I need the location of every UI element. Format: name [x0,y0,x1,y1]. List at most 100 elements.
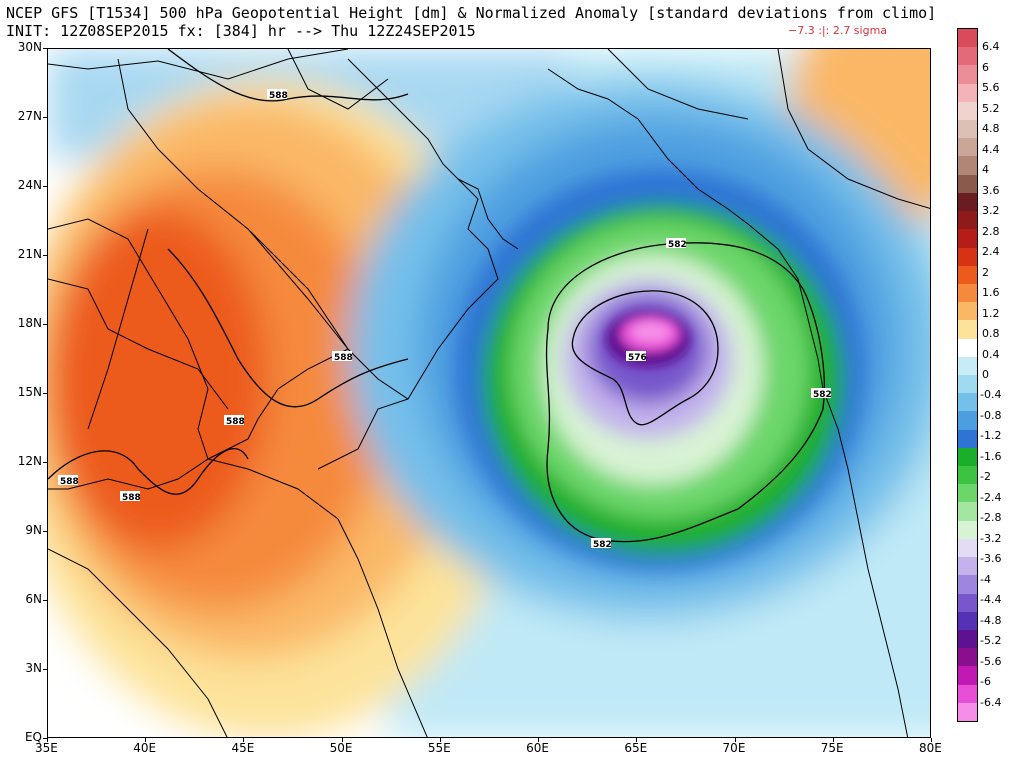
latitude-label: EQ [24,730,42,744]
colorbar-label: 2 [982,265,989,279]
contour-label: 582 [593,540,612,550]
colorbar-segment [958,302,977,321]
colorbar-segment [958,629,977,649]
latitude-label: 30N [17,40,42,54]
colorbar-segment [958,47,977,66]
colorbar-segment [958,211,977,230]
anomaly-field-center [606,311,690,367]
colorbar-label: -1.6 [980,449,1002,463]
colorbar-segment [958,283,977,303]
colorbar-segment [958,65,977,85]
colorbar-segment [958,101,977,121]
colorbar-segment [958,520,977,540]
height-contours [48,49,825,543]
latitude-tick [43,669,47,670]
latitude-tick [43,117,47,118]
longitude-label: 35E [35,741,58,755]
longitude-label: 60E [526,741,549,755]
colorbar-label: -5.6 [980,654,1002,668]
colorbar-segment [958,447,977,467]
colorbar-segment [958,429,977,449]
latitude-tick [43,393,47,394]
longitude-tick [931,738,932,742]
longitude-label: 65E [624,741,648,755]
colorbar-segment [958,411,977,431]
latitude-label: 12N [17,454,42,468]
longitude-label: 55E [427,741,451,755]
anomaly-field-core [455,169,865,569]
colorbar-label: 0.4 [982,347,1000,361]
longitude-tick [341,738,343,742]
map-panel: 588 588 588 588 588 582 582 582 576 [47,48,931,738]
colorbar-label: -4.4 [980,593,1002,607]
colorbar-segment [958,575,977,595]
colorbar-segment [958,138,977,157]
longitude-tick [47,738,48,742]
contour-label: 588 [334,353,353,363]
colorbar-segment [958,320,977,340]
colorbar-segment [958,666,977,686]
colorbar-segment [958,83,977,103]
longitude-tick [243,738,245,742]
latitude-label: 15N [17,385,42,399]
colorbar-label: -0.8 [980,408,1002,422]
colorbar-segment [958,538,977,558]
chart-title: NCEP GFS [T1534] 500 hPa Geopotential He… [6,4,937,22]
contour-label: 588 [226,417,245,427]
colorbar [957,28,978,722]
map-canvas: 588 588 588 588 588 582 582 582 576 [48,49,930,737]
colorbar-label: -0.4 [980,388,1002,402]
colorbar-label: -3.2 [980,531,1002,545]
colorbar-segment [958,229,977,249]
colorbar-label: -2 [980,470,991,484]
colorbar-label: -2.8 [980,511,1002,525]
latitude-label: 6N [25,592,42,606]
latitude-label: 24N [17,178,42,192]
latitude-tick [43,48,47,49]
longitude-tick [145,738,147,742]
colorbar-label: 4.4 [982,142,1000,156]
colorbar-segment [958,684,977,704]
anomaly-range-text: −7.3 :|: 2.7 sigma [788,24,888,37]
colorbar-segment [958,338,977,358]
colorbar-label: -1.2 [980,429,1002,443]
contour-label: 588 [122,493,141,503]
latitude-label: 27N [17,109,42,123]
colorbar-segment [958,393,977,412]
colorbar-segment [958,265,977,285]
colorbar-segment [958,375,977,394]
longitude-tick [832,738,834,742]
contour-label-group: 588 588 588 588 588 582 582 582 576 [58,89,832,550]
colorbar-label: 5.2 [982,101,1000,115]
colorbar-segment [958,192,977,212]
latitude-label: 3N [25,661,42,675]
latitude-tick [43,738,47,739]
colorbar-label: 4.8 [982,122,1000,136]
longitude-tick [636,738,638,742]
longitude-label: 80E [919,741,942,755]
latitude-label: 18N [17,316,42,330]
latitude-tick [43,531,47,532]
longitude-label: 40E [133,741,157,755]
colorbar-label: -5.2 [980,634,1002,648]
latitude-label: 21N [17,247,42,261]
longitude-tick [439,738,441,742]
colorbar-label: 6 [982,60,989,74]
colorbar-segment [958,702,977,722]
colorbar-segment [958,557,977,576]
colorbar-label: 1.2 [982,306,1000,320]
colorbar-label: -6.4 [980,695,1002,709]
colorbar-label: 2.4 [982,245,1000,259]
colorbar-segment [958,247,977,267]
colorbar-label: 3.6 [982,183,1000,197]
colorbar-label: 0 [982,368,989,381]
longitude-label: 75E [820,741,844,755]
colorbar-segment [958,648,977,667]
colorbar-label: -4.8 [980,613,1002,627]
colorbar-label: 3.2 [982,204,1000,218]
contour-label: 588 [60,477,79,487]
colorbar-label: 1.6 [982,286,1000,300]
colorbar-segment [958,502,977,522]
colorbar-label: 5.6 [982,81,1000,95]
colorbar-segment [958,156,977,176]
